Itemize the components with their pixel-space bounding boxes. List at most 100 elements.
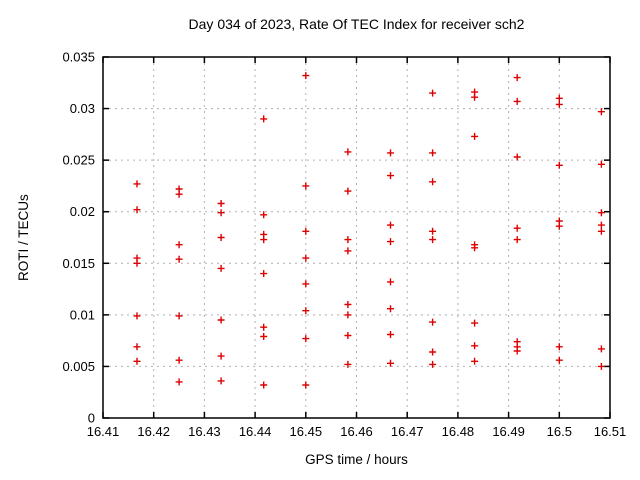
data-point <box>429 236 437 244</box>
data-point <box>217 316 225 324</box>
data-point <box>429 318 437 326</box>
y-tick-label: 0.035 <box>62 50 95 65</box>
data-point <box>597 209 605 217</box>
y-tick-label: 0 <box>88 411 95 426</box>
data-point <box>429 348 437 356</box>
data-point <box>260 211 268 219</box>
data-point <box>344 148 352 156</box>
data-point <box>429 149 437 157</box>
data-point <box>133 206 141 214</box>
x-tick-label: 16.44 <box>239 424 272 439</box>
data-point <box>175 255 183 263</box>
data-point <box>302 227 310 235</box>
data-point <box>555 100 563 108</box>
data-point <box>344 236 352 244</box>
data-point <box>302 72 310 80</box>
data-point <box>555 343 563 351</box>
data-point <box>471 319 479 327</box>
data-point <box>175 378 183 386</box>
data-point <box>597 345 605 353</box>
data-point <box>260 333 268 340</box>
data-point <box>513 153 521 161</box>
data-point <box>302 335 310 343</box>
data-point <box>513 224 521 232</box>
y-tick-label: 0.01 <box>70 307 95 322</box>
data-point <box>175 241 183 249</box>
data-point <box>555 161 563 169</box>
data-point <box>555 222 563 230</box>
data-point <box>471 244 479 252</box>
y-tick-label: 0.005 <box>62 359 95 374</box>
data-point <box>429 89 437 97</box>
data-point <box>387 238 394 246</box>
y-tick-label: 0.03 <box>70 101 95 116</box>
y-tick-label: 0.015 <box>62 256 95 271</box>
data-point <box>217 209 225 217</box>
data-point <box>555 94 563 102</box>
data-point <box>302 381 310 389</box>
data-point <box>387 149 394 157</box>
data-point <box>387 359 394 367</box>
data-point <box>597 108 605 116</box>
data-point <box>133 312 141 320</box>
data-point <box>344 360 352 368</box>
data-point <box>217 377 225 385</box>
chart-title: Day 034 of 2023, Rate Of TEC Index for r… <box>188 16 525 32</box>
data-point <box>597 362 605 370</box>
x-tick-label: 16.42 <box>137 424 170 439</box>
data-point <box>217 200 225 207</box>
data-point <box>597 227 605 235</box>
data-point <box>260 323 268 331</box>
x-tick-label: 16.46 <box>340 424 373 439</box>
x-tick-label: 16.48 <box>442 424 475 439</box>
data-point <box>302 254 310 262</box>
data-point <box>387 221 394 229</box>
data-point <box>513 347 521 355</box>
data-point <box>555 356 563 364</box>
data-point <box>471 93 479 101</box>
y-tick-label: 0.025 <box>62 153 95 168</box>
data-point <box>344 247 352 255</box>
data-point <box>387 305 394 313</box>
x-tick-label: 16.47 <box>391 424 424 439</box>
data-point <box>260 270 268 278</box>
x-tick-label: 16.45 <box>290 424 323 439</box>
x-tick-label: 16.43 <box>188 424 221 439</box>
data-point <box>513 97 521 105</box>
data-point <box>387 278 394 286</box>
data-point <box>387 331 394 338</box>
data-point <box>217 264 225 272</box>
data-point <box>471 132 479 140</box>
data-point <box>513 74 521 82</box>
data-point <box>429 360 437 368</box>
data-point <box>302 280 310 288</box>
x-tick-label: 16.41 <box>87 424 120 439</box>
data-point <box>597 221 605 229</box>
data-point <box>133 259 141 267</box>
x-axis-label: GPS time / hours <box>305 452 408 467</box>
data-point <box>217 352 225 360</box>
data-point <box>302 307 310 315</box>
data-point <box>344 311 352 319</box>
data-point <box>344 332 352 339</box>
data-point <box>133 357 141 365</box>
data-point <box>344 301 352 308</box>
data-point <box>471 357 479 365</box>
data-point <box>471 342 479 350</box>
x-tick-label: 16.51 <box>594 424 627 439</box>
x-tick-label: 16.5 <box>547 424 572 439</box>
data-point <box>260 236 268 244</box>
data-point <box>217 234 225 241</box>
data-point <box>344 187 352 195</box>
y-tick-label: 0.02 <box>70 204 95 219</box>
data-point <box>133 343 141 351</box>
data-point <box>175 312 183 320</box>
data-point <box>260 115 268 123</box>
data-point <box>429 227 437 235</box>
data-point <box>597 160 605 168</box>
data-point <box>387 172 394 180</box>
data-point <box>133 180 141 188</box>
data-point <box>260 381 268 389</box>
